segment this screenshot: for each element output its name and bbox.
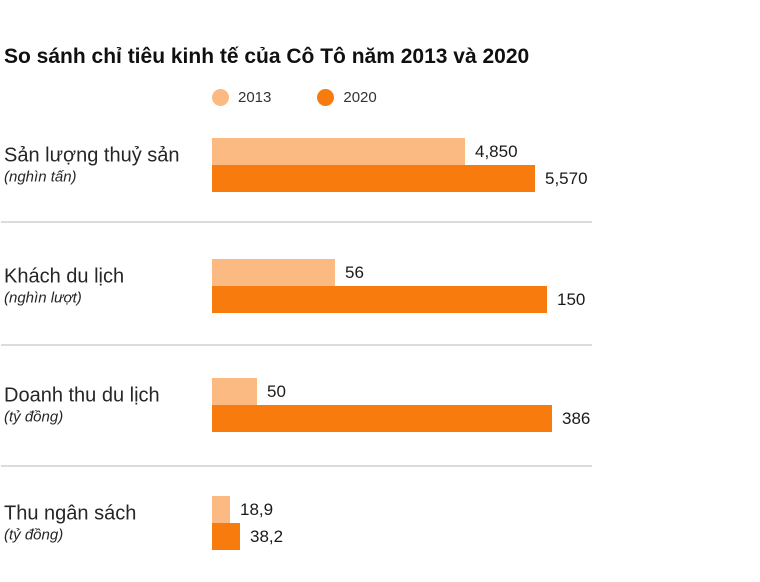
category-unit: (nghìn tấn) bbox=[4, 168, 77, 186]
bar-line-2020: 38,2 bbox=[212, 523, 283, 550]
bar-group: 50 386 bbox=[212, 378, 590, 432]
legend: 2013 2020 bbox=[212, 89, 377, 106]
value-label-2020: 38,2 bbox=[250, 526, 284, 546]
value-label-2013: 50 bbox=[267, 381, 286, 401]
category-unit: (tỷ đồng) bbox=[4, 408, 64, 426]
bar-line-2020: 386 bbox=[212, 405, 590, 432]
bar-line-2013: 56 bbox=[212, 259, 585, 286]
bar-line-2013: 18,9 bbox=[212, 496, 283, 523]
value-label-2020: 5,570 bbox=[545, 168, 588, 188]
value-label-2013: 4,850 bbox=[475, 141, 518, 161]
bar-line-2020: 5,570 bbox=[212, 165, 588, 192]
legend-label-2020: 2020 bbox=[343, 89, 377, 106]
category-name: Thu ngân sách bbox=[4, 502, 137, 525]
bar-2020 bbox=[212, 523, 240, 550]
chart-row-thu-ngan-sach: Thu ngân sách (tỷ đồng) 18,9 38,2 bbox=[0, 496, 760, 550]
legend-label-2013: 2013 bbox=[238, 89, 272, 106]
category-unit: (tỷ đồng) bbox=[4, 526, 64, 544]
row-label: Thu ngân sách (tỷ đồng) bbox=[4, 502, 136, 545]
legend-item-2013: 2013 bbox=[212, 89, 271, 106]
bar-group: 4,850 5,570 bbox=[212, 138, 588, 192]
bar-2013 bbox=[212, 259, 335, 286]
legend-swatch-2013-icon bbox=[212, 89, 229, 106]
category-name: Khách du lịch bbox=[4, 265, 125, 288]
bar-group: 56 150 bbox=[212, 259, 585, 313]
row-label: Khách du lịch (nghìn lượt) bbox=[4, 265, 124, 308]
bar-2013 bbox=[212, 378, 257, 405]
row-label: Sản lượng thuỷ sản (nghìn tấn) bbox=[4, 144, 180, 187]
bar-line-2013: 4,850 bbox=[212, 138, 588, 165]
bar-group: 18,9 38,2 bbox=[212, 496, 283, 550]
chart-row-doanh-thu-du-lich: Doanh thu du lịch (tỷ đồng) 50 386 bbox=[0, 378, 760, 432]
row-separator bbox=[1, 221, 592, 223]
legend-item-2020: 2020 bbox=[317, 89, 377, 106]
bar-2020 bbox=[212, 405, 552, 432]
value-label-2020: 150 bbox=[557, 289, 586, 309]
row-separator bbox=[1, 344, 592, 346]
bar-2020 bbox=[212, 286, 547, 313]
value-label-2013: 18,9 bbox=[240, 499, 274, 519]
bar-2020 bbox=[212, 165, 535, 192]
bar-line-2013: 50 bbox=[212, 378, 590, 405]
row-separator bbox=[1, 465, 592, 467]
chart-row-san-luong-thuy-san: Sản lượng thuỷ sản (nghìn tấn) 4,850 5,5… bbox=[0, 138, 760, 192]
chart-row-khach-du-lich: Khách du lịch (nghìn lượt) 56 150 bbox=[0, 259, 760, 313]
bar-2013 bbox=[212, 138, 465, 165]
category-name: Doanh thu du lịch bbox=[4, 384, 160, 407]
legend-swatch-2020-icon bbox=[317, 89, 335, 106]
bar-line-2020: 150 bbox=[212, 286, 585, 313]
value-label-2013: 56 bbox=[345, 262, 364, 282]
row-label: Doanh thu du lịch (tỷ đồng) bbox=[4, 384, 160, 427]
chart-title: So sánh chỉ tiêu kinh tế của Cô Tô năm 2… bbox=[4, 45, 530, 68]
category-name: Sản lượng thuỷ sản bbox=[4, 144, 180, 167]
category-unit: (nghìn lượt) bbox=[4, 289, 82, 307]
value-label-2020: 386 bbox=[562, 408, 591, 428]
bar-2013 bbox=[212, 496, 230, 523]
